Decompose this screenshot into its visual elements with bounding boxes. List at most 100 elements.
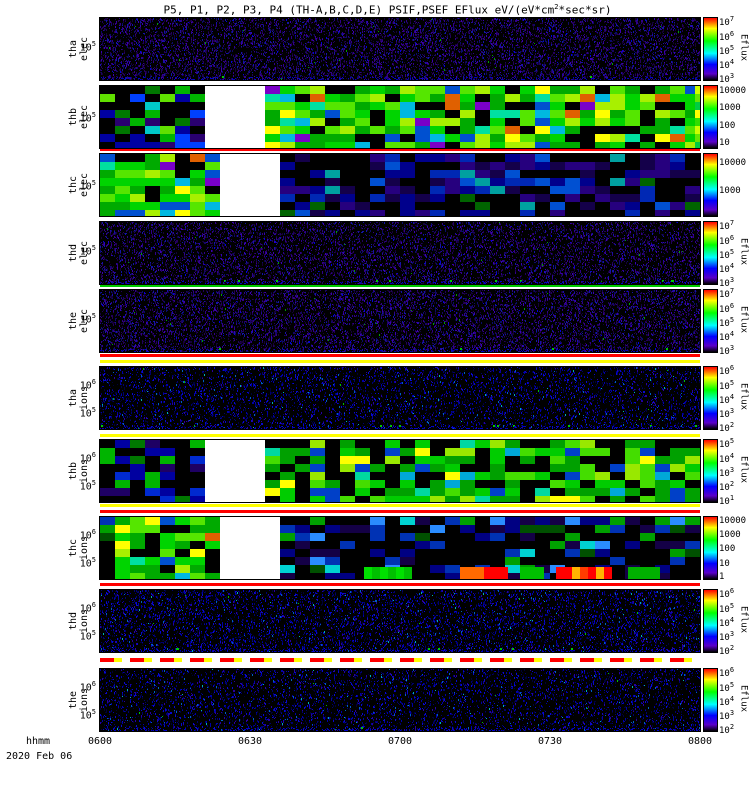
panel-ylabel-line: tha <box>68 388 79 408</box>
colorbar-tick-label: 107 <box>719 287 735 301</box>
spectrogram-canvas-thc-elec <box>99 153 701 217</box>
colorbar-tha-ions <box>703 366 718 430</box>
y-tick-label: 105 <box>79 406 96 420</box>
spectrogram-canvas-the-ions <box>99 668 701 732</box>
x-tick-label-0600: 0600 <box>87 736 113 747</box>
colorbar-tick-label: 106 <box>719 666 735 680</box>
colorbar-thd-elec <box>703 221 718 285</box>
colorbar-axis-label: Eflux <box>738 238 749 266</box>
colorbar-tick-label: 106 <box>719 301 735 315</box>
x-tick-label-0730: 0730 <box>537 736 563 747</box>
colorbar-tick-label: 10 <box>719 558 730 569</box>
colorbar-tick-label: 107 <box>719 15 735 29</box>
colorbar-tick-label: 103 <box>719 71 735 85</box>
y-tick-label: 106 <box>79 450 96 465</box>
x-tick-label-0700: 0700 <box>387 736 413 747</box>
colorbar-tick-label: 104 <box>719 393 735 406</box>
x-tick-label-0630: 0630 <box>237 736 263 747</box>
spectrogram-canvas-thb-ions <box>99 439 701 503</box>
colorbar-the-elec <box>703 289 718 353</box>
chart-title: P5, P1, P2, P3, P4 (TH-A,B,C,D,E) PSIF,P… <box>163 3 612 17</box>
colorbar-tick-label: 106 <box>719 364 735 378</box>
spectrogram-canvas-tha-ions <box>99 366 701 430</box>
flag-bar <box>100 360 700 363</box>
colorbar-tick-label: 1000 <box>719 103 741 114</box>
y-tick-label: 106 <box>79 600 96 615</box>
flag-bar <box>100 583 700 586</box>
colorbar-tick-label: 105 <box>719 437 735 451</box>
colorbar-tick-label: 102 <box>719 420 735 434</box>
colorbar-tick-label: 100 <box>719 544 736 555</box>
flag-bar <box>100 149 700 151</box>
y-tick-label: 105 <box>79 479 96 493</box>
spectrogram-canvas-thd-elec <box>99 221 701 285</box>
panel-ylabel-line: thd <box>68 611 79 631</box>
panel-ylabel-line: thb <box>68 461 79 481</box>
colorbar-thb-elec <box>703 85 718 149</box>
y-tick-label: 106 <box>79 679 96 694</box>
spectrogram-canvas-thc-ions <box>99 516 701 580</box>
colorbar-tick-label: 104 <box>719 58 735 72</box>
spectrogram-canvas-thb-elec <box>99 85 701 149</box>
y-tick-label: 105 <box>79 39 96 54</box>
colorbar-tick-label: 103 <box>719 275 735 289</box>
x-tick-label-0800: 0800 <box>687 736 713 747</box>
colorbar-tick-label: 103 <box>719 466 735 479</box>
y-tick-label: 105 <box>79 311 96 326</box>
y-tick-label: 106 <box>79 527 96 542</box>
colorbar-tick-label: 104 <box>719 616 735 629</box>
colorbar-tick-label: 105 <box>719 248 735 261</box>
colorbar-tick-label: 106 <box>719 29 735 43</box>
colorbar-tick-label: 105 <box>719 601 735 615</box>
colorbar-tick-label: 10000 <box>719 85 747 96</box>
flag-bar <box>100 658 700 662</box>
colorbar-tick-label: 1 <box>719 571 725 582</box>
colorbar-tick-label: 105 <box>719 316 735 329</box>
colorbar-tick-label: 103 <box>719 630 735 644</box>
colorbar-tick-label: 103 <box>719 343 735 357</box>
colorbar-axis-label: Eflux <box>738 306 749 334</box>
colorbar-tick-label: 101 <box>719 493 735 507</box>
colorbar-axis-label: Eflux <box>738 685 749 713</box>
colorbar-tick-label: 102 <box>719 480 735 494</box>
colorbar-tick-label: 1000 <box>719 529 741 540</box>
colorbar-axis-label: Eflux <box>738 606 749 634</box>
flag-bar <box>100 504 700 507</box>
colorbar-tick-label: 103 <box>719 709 735 723</box>
colorbar-tick-label: 106 <box>719 587 735 601</box>
spectrogram-canvas-thd-ions <box>99 589 701 653</box>
colorbar-axis-label: Eflux <box>738 34 749 62</box>
colorbar-tick-label: 104 <box>719 330 735 344</box>
colorbar-tick-label: 104 <box>719 451 735 465</box>
flag-bar <box>100 354 700 357</box>
colorbar-thc-elec <box>703 153 718 217</box>
colorbar-thc-ions <box>703 516 718 580</box>
panel-ylabel-thc-ions: thc ions <box>64 516 94 580</box>
colorbar-tick-label: 105 <box>719 378 735 392</box>
colorbar-tick-label: 105 <box>719 44 735 57</box>
panel-ylabel-thd-ions: thd ions <box>64 589 94 653</box>
y-tick-label: 105 <box>79 179 96 193</box>
colorbar-axis-label: Eflux <box>738 456 749 484</box>
flag-bar <box>100 510 700 513</box>
colorbar-axis-label: Eflux <box>738 383 749 411</box>
panel-ylabel-line: thc <box>68 538 79 558</box>
panel-ylabel-thb-ions: thb ions <box>64 439 94 503</box>
colorbar-thd-ions <box>703 589 718 653</box>
colorbar-the-ions <box>703 668 718 732</box>
colorbar-tick-label: 106 <box>719 233 735 247</box>
colorbar-tick-label: 103 <box>719 407 735 421</box>
y-tick-label: 105 <box>79 556 96 570</box>
colorbar-tick-label: 104 <box>719 695 735 708</box>
colorbar-tick-label: 104 <box>719 262 735 276</box>
colorbar-tick-label: 10 <box>719 138 730 149</box>
colorbar-tick-label: 100 <box>719 120 736 131</box>
spectrogram-canvas-the-elec <box>99 289 701 353</box>
colorbar-tick-label: 102 <box>719 643 735 657</box>
colorbar-tick-label: 102 <box>719 722 735 736</box>
y-tick-label: 106 <box>79 377 96 392</box>
flag-bar <box>100 285 700 287</box>
colorbar-tick-label: 107 <box>719 219 735 233</box>
colorbar-thb-ions <box>703 439 718 503</box>
